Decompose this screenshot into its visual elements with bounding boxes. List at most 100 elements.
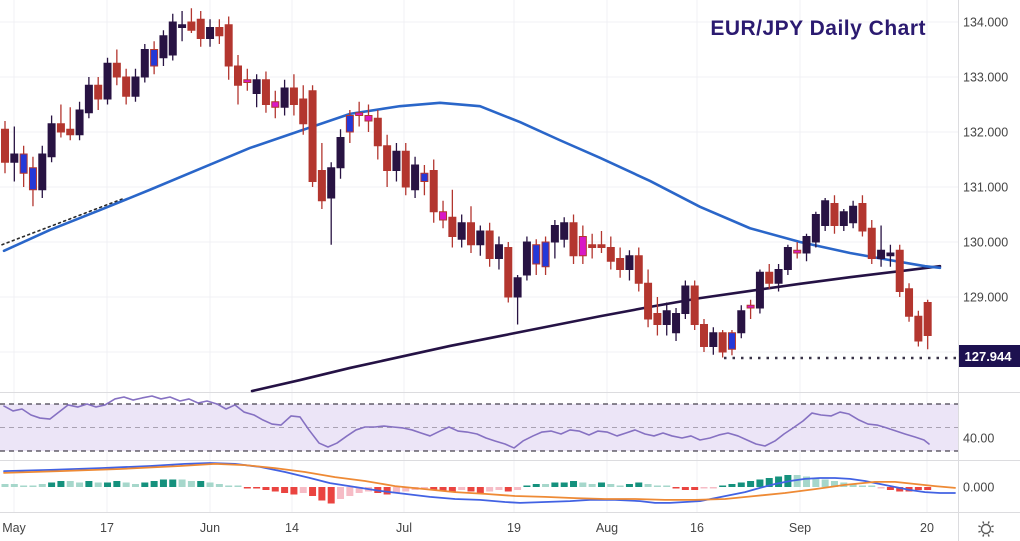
macd-histogram-bar bbox=[253, 487, 261, 489]
macd-histogram-bar bbox=[635, 482, 643, 487]
macd-histogram-bar bbox=[10, 484, 18, 487]
macd-histogram-bar bbox=[514, 487, 522, 490]
candle-body bbox=[10, 153, 19, 163]
macd-histogram-bar bbox=[197, 481, 205, 487]
gear-icon-spoke bbox=[991, 530, 994, 533]
macd-histogram-bar bbox=[672, 487, 680, 489]
candle-body bbox=[448, 216, 457, 237]
date-axis-label: Sep bbox=[789, 521, 811, 535]
macd-histogram-bar bbox=[206, 482, 214, 487]
macd-histogram-bar bbox=[849, 484, 857, 487]
candle-body bbox=[401, 150, 410, 188]
date-axis-label: Jun bbox=[200, 521, 220, 535]
price-badge-value: 127.944 bbox=[965, 349, 1013, 364]
candle-body bbox=[793, 249, 802, 254]
candle-body bbox=[94, 84, 103, 100]
macd-histogram-bar bbox=[560, 482, 568, 487]
candle-body bbox=[522, 241, 531, 276]
candle-body bbox=[644, 282, 653, 320]
candle-body bbox=[597, 244, 606, 248]
candle-body bbox=[914, 315, 923, 342]
macd-histogram-bar bbox=[85, 481, 93, 487]
candle-body bbox=[709, 332, 718, 347]
candle-body bbox=[560, 222, 569, 240]
macd-histogram-bar bbox=[700, 487, 708, 489]
gear-icon[interactable] bbox=[978, 521, 994, 537]
gear-icon-spoke bbox=[982, 521, 985, 524]
macd-histogram-bar bbox=[420, 487, 428, 489]
candle-body bbox=[504, 247, 513, 298]
macd-histogram-bar bbox=[439, 487, 447, 492]
candle-body bbox=[234, 65, 242, 86]
candle-body bbox=[429, 170, 438, 213]
macd-histogram-bar bbox=[886, 487, 894, 490]
macd-histogram-bar bbox=[812, 478, 820, 487]
macd-histogram-bar bbox=[551, 482, 559, 487]
candle-body bbox=[280, 87, 289, 108]
macd-histogram-bar bbox=[327, 487, 335, 504]
candle-body bbox=[75, 109, 84, 136]
candle-body bbox=[774, 269, 783, 284]
candle-body bbox=[765, 271, 774, 284]
macd-histogram-bar bbox=[737, 482, 745, 487]
date-axis-label: 20 bbox=[920, 521, 934, 535]
macd-histogram-bar bbox=[523, 485, 531, 487]
macd-histogram-bar bbox=[392, 487, 400, 493]
candle-body bbox=[336, 137, 345, 169]
macd-histogram-bar bbox=[504, 487, 512, 492]
candle-body bbox=[131, 76, 140, 97]
candle-body bbox=[457, 222, 466, 240]
chart-title: EUR/JPY Daily Chart bbox=[710, 17, 926, 40]
candle-body bbox=[886, 252, 895, 257]
candle-body bbox=[662, 310, 671, 325]
price-axis-label: 133.000 bbox=[963, 71, 1008, 85]
candle-body bbox=[569, 222, 578, 257]
date-axis-label: 17 bbox=[100, 521, 114, 535]
macd-histogram-bar bbox=[830, 481, 838, 487]
price-axis-label: 129.000 bbox=[963, 291, 1008, 305]
candle-body bbox=[849, 205, 858, 224]
candle-body bbox=[112, 62, 121, 78]
gear-icon-spoke bbox=[978, 530, 981, 533]
macd-histogram-bar bbox=[141, 482, 149, 487]
price-badge bbox=[959, 345, 1020, 367]
macd-histogram-bar bbox=[625, 484, 633, 487]
macd-histogram-bar bbox=[681, 487, 689, 490]
macd-histogram-bar bbox=[309, 487, 317, 496]
gear-icon-circle[interactable] bbox=[980, 523, 992, 535]
macd-histogram-bar bbox=[225, 485, 233, 487]
candle-body bbox=[392, 150, 401, 171]
macd-histogram-bar bbox=[458, 487, 466, 490]
candle-body bbox=[905, 288, 914, 317]
macd-histogram-bar bbox=[914, 487, 922, 490]
candle-body bbox=[66, 128, 75, 136]
candle-body bbox=[895, 249, 904, 292]
candle-body bbox=[140, 49, 149, 78]
macd-histogram-bar bbox=[346, 487, 354, 496]
candle-body bbox=[47, 123, 56, 158]
candle-body bbox=[550, 225, 559, 243]
macd-histogram-bar bbox=[355, 487, 363, 493]
candle-body bbox=[38, 153, 47, 191]
macd-histogram-bar bbox=[94, 482, 102, 487]
macd-histogram-bar bbox=[896, 487, 904, 492]
macd-histogram-bar bbox=[159, 479, 167, 487]
macd-histogram-bar bbox=[38, 484, 46, 487]
candle-body bbox=[737, 310, 746, 334]
candle-body bbox=[588, 244, 597, 248]
candle-body bbox=[867, 227, 876, 259]
candle-body bbox=[727, 332, 736, 350]
macd-histogram-bar bbox=[76, 482, 84, 487]
candle-body bbox=[411, 164, 420, 191]
macd-histogram-bar bbox=[48, 482, 56, 487]
macd-histogram-bar bbox=[29, 485, 37, 487]
candle-body bbox=[821, 200, 830, 226]
date-axis-label: Aug bbox=[596, 521, 618, 535]
macd-histogram-bar bbox=[290, 487, 298, 495]
candlestick-series bbox=[1, 8, 932, 358]
macd-histogram-bar bbox=[215, 484, 223, 487]
macd-histogram-bar bbox=[299, 487, 307, 493]
macd-histogram-bar bbox=[570, 481, 578, 487]
candle-body bbox=[541, 241, 550, 268]
